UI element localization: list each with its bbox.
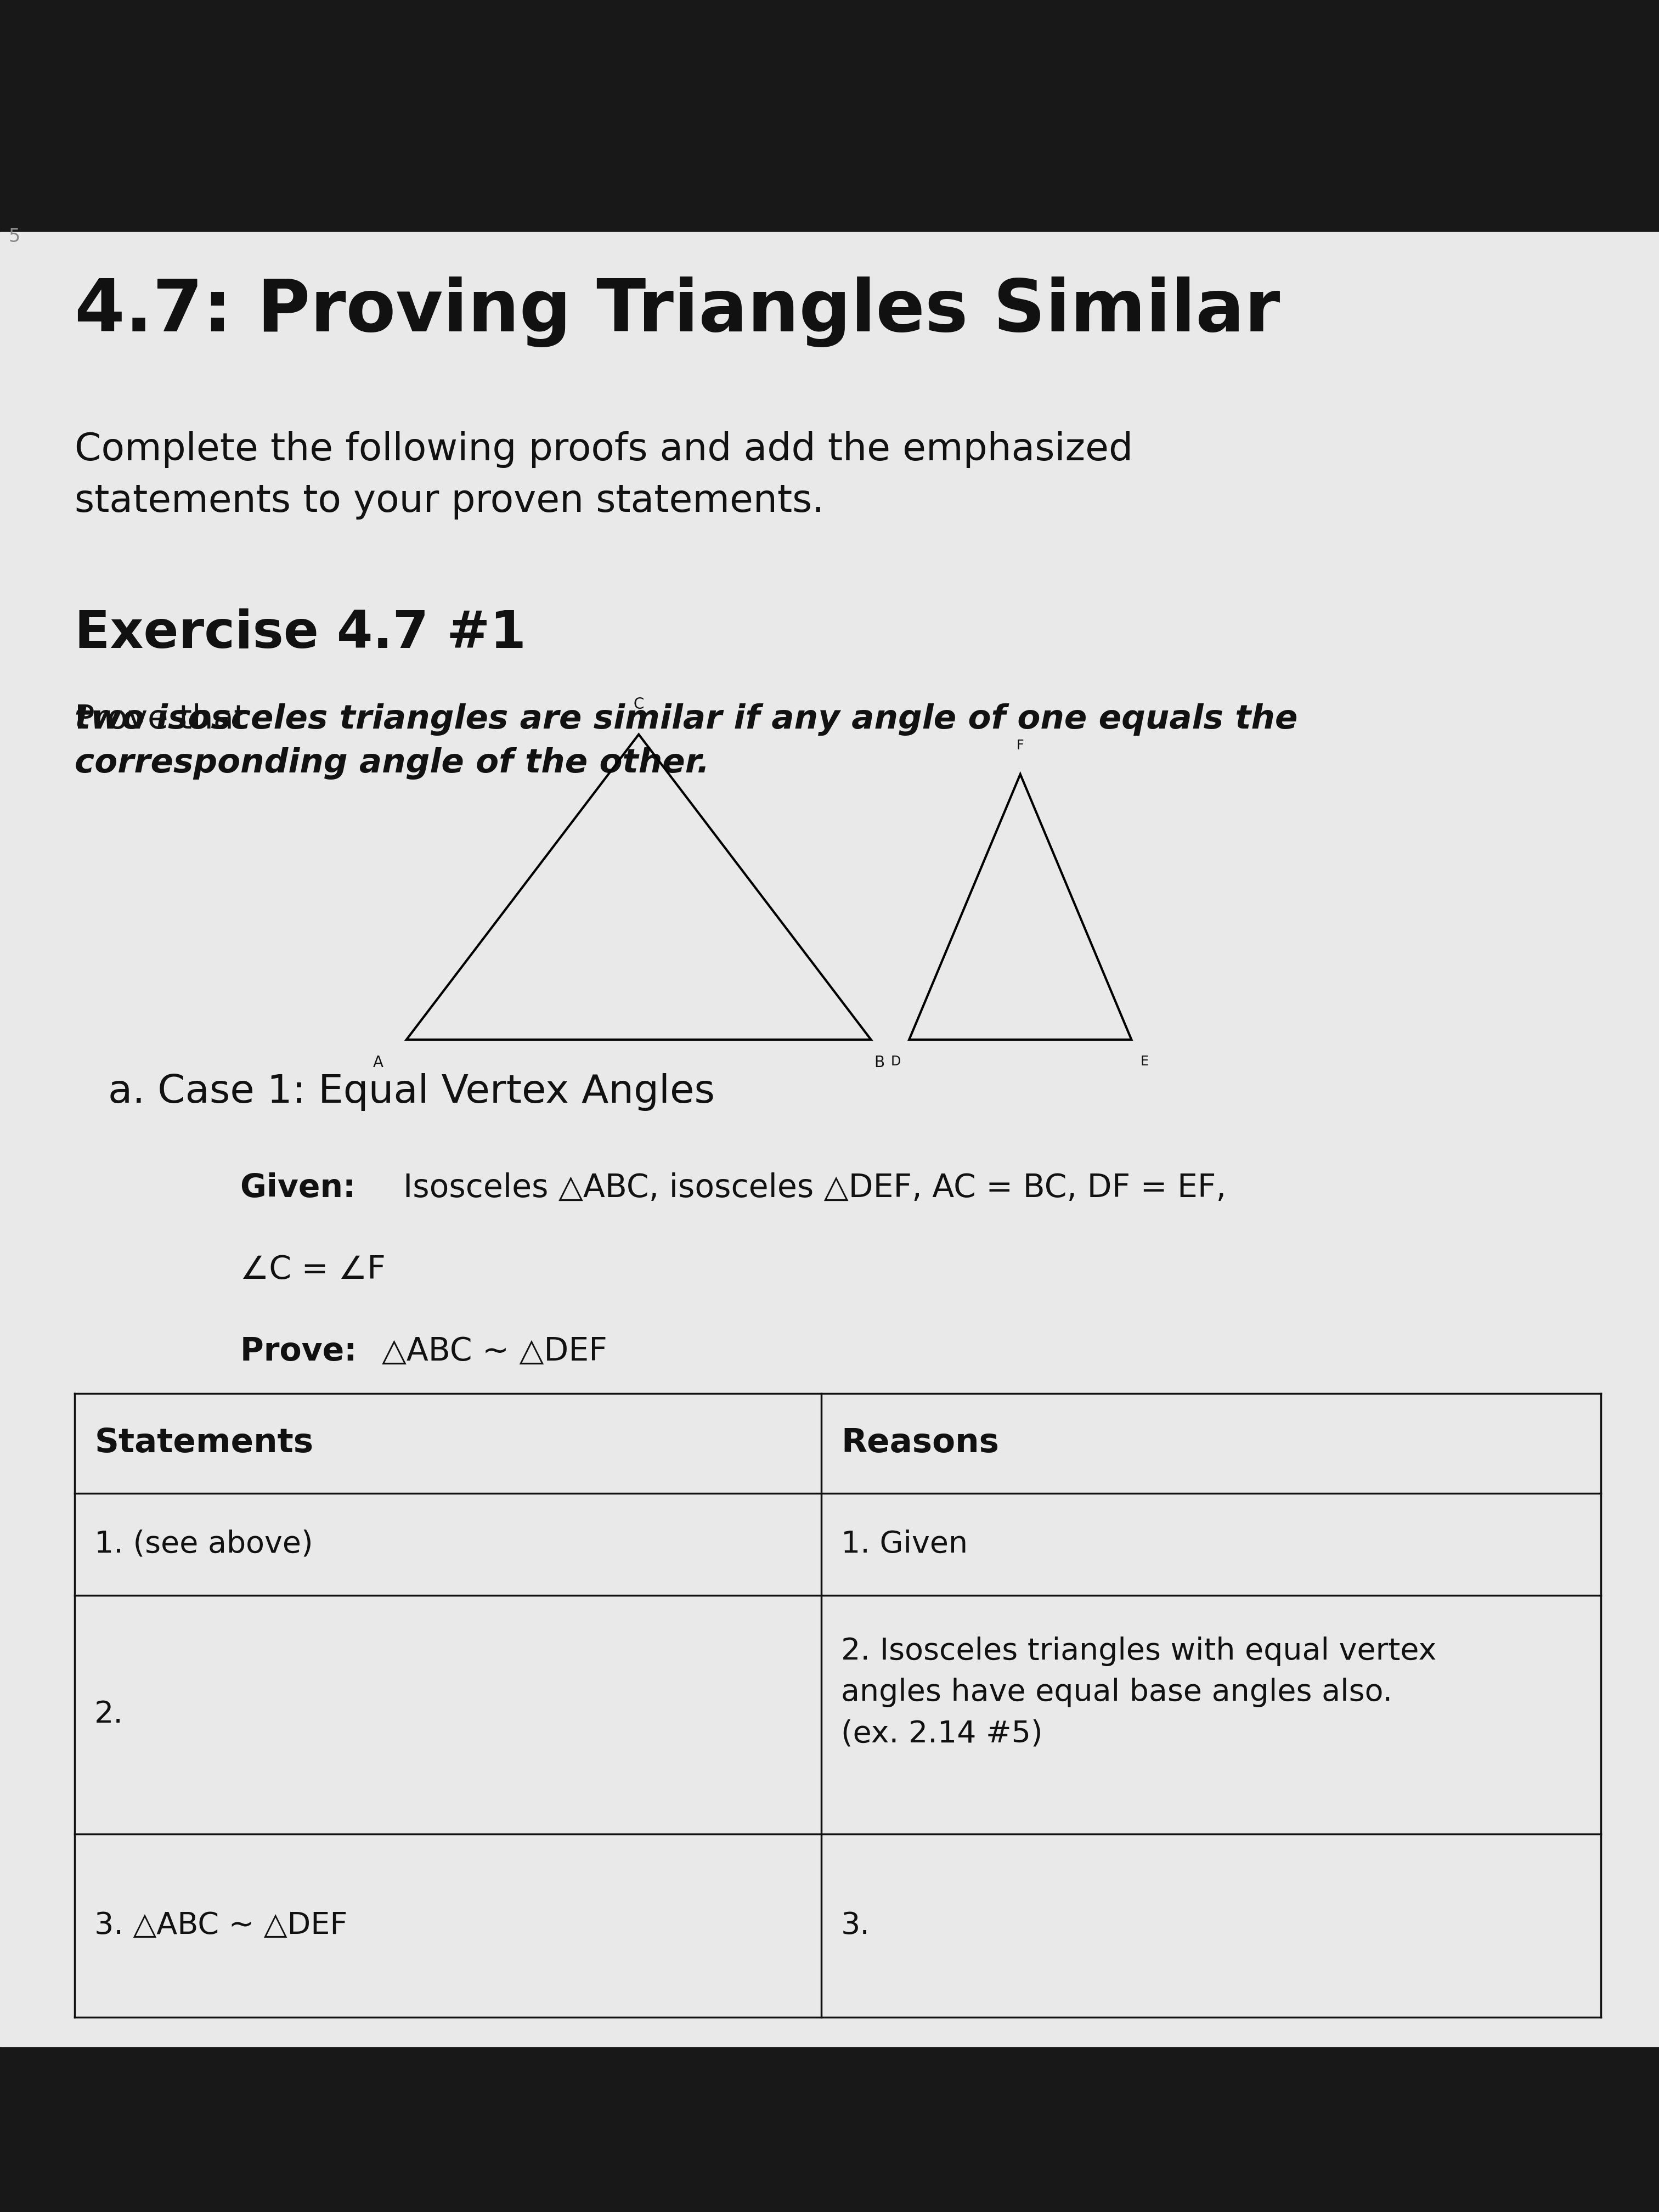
Text: 3. △ABC ∼ △DEF: 3. △ABC ∼ △DEF (95, 1911, 348, 1940)
Text: 4.7: Proving Triangles Similar: 4.7: Proving Triangles Similar (75, 276, 1281, 347)
Text: Reasons: Reasons (841, 1427, 999, 1460)
Text: Complete the following proofs and add the emphasized
statements to your proven s: Complete the following proofs and add th… (75, 431, 1133, 520)
Text: A: A (373, 1055, 383, 1071)
Text: C: C (634, 697, 644, 712)
Text: Prove that: Prove that (75, 703, 257, 737)
Text: ∠C = ∠F: ∠C = ∠F (241, 1254, 387, 1285)
Text: Exercise 4.7 #1: Exercise 4.7 #1 (75, 608, 526, 659)
Text: Prove:: Prove: (241, 1336, 368, 1367)
Text: 2.: 2. (95, 1699, 124, 1730)
Bar (0, 232, 1659, 2046)
Text: B: B (874, 1055, 884, 1071)
Bar (0, 2046, 1659, 2212)
Text: Given:: Given: (241, 1172, 367, 1203)
Text: D: D (891, 1055, 901, 1068)
Text: 5: 5 (8, 228, 20, 246)
Text: E: E (1141, 1055, 1148, 1068)
Text: Statements: Statements (95, 1427, 314, 1460)
Text: △ABC ∼ △DEF: △ABC ∼ △DEF (382, 1336, 607, 1367)
Text: 3.: 3. (841, 1911, 871, 1940)
Bar (0, 0, 1659, 232)
Text: 2. Isosceles triangles with equal vertex
angles have equal base angles also.
(ex: 2. Isosceles triangles with equal vertex… (841, 1637, 1437, 1747)
Text: F: F (1017, 739, 1024, 752)
Text: a. Case 1: Equal Vertex Angles: a. Case 1: Equal Vertex Angles (108, 1073, 715, 1110)
Text: 1. Given: 1. Given (841, 1528, 967, 1559)
Text: Isosceles △ABC, isosceles △DEF, AC = BC, DF = EF,: Isosceles △ABC, isosceles △DEF, AC = BC,… (403, 1172, 1226, 1203)
Text: 1. (see above): 1. (see above) (95, 1528, 314, 1559)
Text: two isosceles triangles are similar if any angle of one equals the
corresponding: two isosceles triangles are similar if a… (75, 703, 1297, 779)
